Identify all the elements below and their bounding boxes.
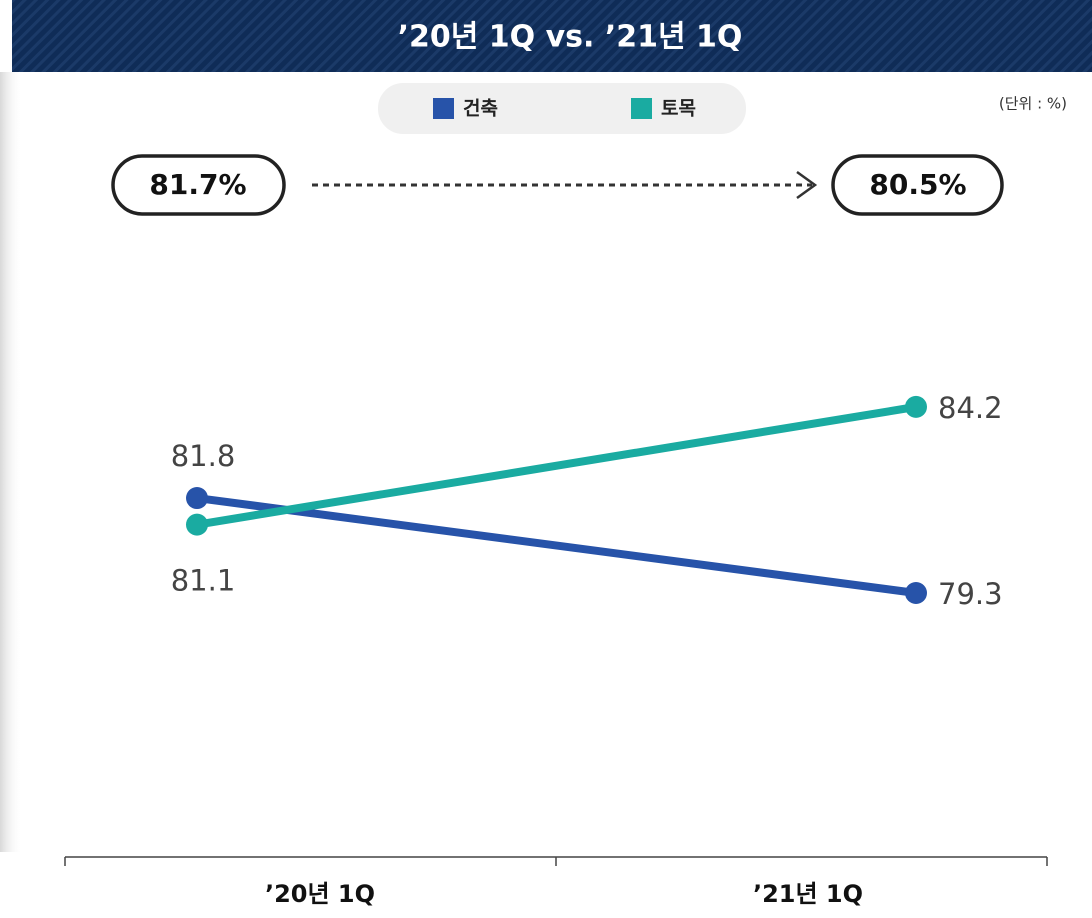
summary-label: 81.7% [149, 168, 246, 201]
legend-swatch [433, 98, 454, 119]
data-label: 84.2 [938, 391, 1003, 425]
arrow-head [796, 170, 818, 200]
legend-box [378, 83, 746, 134]
chart-title: ’20년 1Q vs. ’21년 1Q [398, 20, 743, 55]
legend-swatch [631, 98, 652, 119]
panel-shadow [0, 72, 22, 852]
header-band [12, 0, 1092, 72]
data-point [186, 513, 208, 536]
data-point [905, 582, 927, 605]
summary-box [831, 154, 1004, 216]
series-line [193, 402, 920, 529]
legend-label: 건축 [463, 98, 498, 120]
x-tick-label: ’20년 1Q [265, 880, 375, 908]
x-tick-label: ’21년 1Q [753, 880, 863, 908]
data-point [905, 395, 927, 418]
unit-note: (단위 : %) [999, 95, 1067, 113]
data-label: 81.1 [171, 564, 236, 598]
series-line [193, 494, 920, 598]
data-point [186, 487, 208, 510]
data-label: 79.3 [938, 577, 1003, 611]
legend-label: 토목 [661, 98, 696, 120]
data-label: 81.8 [171, 439, 236, 473]
summary-box [111, 154, 286, 216]
summary-label: 80.5% [869, 168, 966, 201]
